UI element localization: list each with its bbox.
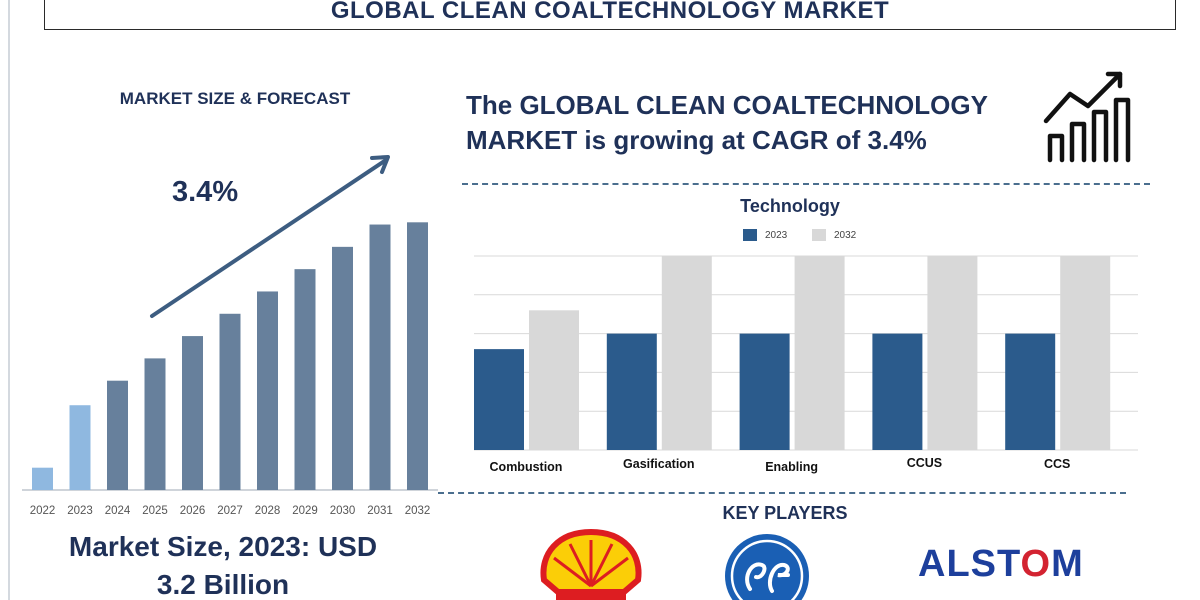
bar-2023 bbox=[69, 405, 91, 490]
market-size-text: Market Size, 2023: USD 3.2 Billion bbox=[18, 528, 428, 600]
left-divider bbox=[8, 0, 10, 600]
section-divider-top bbox=[462, 183, 1150, 185]
headline-line-1: The GLOBAL CLEAN COALTECHNOLOGY bbox=[466, 90, 988, 120]
bar-2024 bbox=[107, 380, 128, 490]
bar-enabling-2023 bbox=[739, 333, 790, 450]
market-size-line-2: 3.2 Billion bbox=[156, 569, 290, 600]
legend-swatch-2023 bbox=[743, 229, 757, 241]
ge-logo bbox=[725, 534, 809, 600]
technology-chart-title: Technology bbox=[740, 196, 840, 216]
headline-line-2: MARKET is growing at CAGR of 3.4% bbox=[466, 125, 927, 155]
bar-2030 bbox=[332, 246, 353, 490]
category-label-gasification: Gasification bbox=[623, 457, 695, 471]
bar-gasification-2023 bbox=[606, 333, 657, 450]
legend-item-2023: 2023 bbox=[743, 229, 787, 241]
shell-logo bbox=[540, 528, 642, 600]
bar-2022 bbox=[32, 467, 53, 490]
legend-item-2032: 2032 bbox=[812, 229, 856, 241]
growth-chart-icon bbox=[1043, 71, 1131, 163]
tick-label-2028: 2028 bbox=[255, 505, 281, 517]
category-label-ccs: CCS bbox=[1044, 457, 1070, 471]
bar-combustion-2023 bbox=[474, 349, 524, 450]
bar-2032 bbox=[407, 222, 428, 491]
legend-label-2032: 2032 bbox=[834, 229, 857, 241]
tick-label-2031: 2031 bbox=[367, 505, 393, 517]
section-divider-bottom bbox=[438, 492, 1126, 494]
key-players-title: KEY PLAYERS bbox=[722, 503, 848, 523]
bar-combustion-2032 bbox=[529, 310, 579, 450]
tick-label-2024: 2024 bbox=[105, 505, 131, 517]
market-forecast-chart: 2022 2023 2024 2025 2026 2027 2028 2029 2030 2031… bbox=[22, 155, 438, 517]
title-banner: GLOBAL CLEAN COALTECHNOLOGY MARKET bbox=[44, 0, 1176, 30]
technology-chart: Combustion Gasification Enabling CCUS CCS bbox=[474, 255, 1138, 474]
tick-label-2027: 2027 bbox=[217, 505, 243, 517]
bar-2029 bbox=[294, 269, 316, 490]
bar-ccus-2032 bbox=[927, 256, 978, 450]
trend-arrow-icon bbox=[150, 158, 388, 318]
bar-2027 bbox=[219, 313, 241, 490]
headline: The GLOBAL CLEAN COALTECHNOLOGY MARKET i… bbox=[466, 88, 1026, 158]
bar-enabling-2032 bbox=[794, 256, 845, 450]
bar-ccs-2023 bbox=[1005, 333, 1056, 450]
category-label-enabling: Enabling bbox=[765, 460, 818, 474]
trend-arrow-head-icon bbox=[370, 155, 390, 174]
tick-label-2026: 2026 bbox=[180, 505, 206, 517]
trend-arrow-icon bbox=[1043, 71, 1123, 124]
market-size-line-1: Market Size, 2023: USD bbox=[68, 531, 378, 562]
page-title: GLOBAL CLEAN COALTECHNOLOGY MARKET bbox=[330, 0, 890, 24]
category-label-combustion: Combustion bbox=[490, 460, 563, 474]
cagr-annotation: 3.4% bbox=[172, 176, 239, 208]
alstom-logo: ALSTOM bbox=[918, 543, 1084, 585]
tick-label-2023: 2023 bbox=[67, 505, 93, 517]
tick-label-2022: 2022 bbox=[30, 505, 56, 517]
forecast-label: MARKET SIZE & FORECAST bbox=[119, 89, 351, 108]
bar-2028 bbox=[257, 291, 278, 490]
legend-swatch-2032 bbox=[812, 229, 826, 241]
tick-label-2030: 2030 bbox=[330, 505, 356, 517]
category-label-ccus: CCUS bbox=[907, 456, 942, 470]
bar-gasification-2032 bbox=[661, 256, 712, 450]
bar-2031 bbox=[369, 224, 391, 490]
bar-2025 bbox=[144, 358, 166, 490]
bar-2026 bbox=[182, 336, 203, 490]
legend-label-2023: 2023 bbox=[765, 229, 788, 241]
bar-ccs-2032 bbox=[1060, 256, 1111, 450]
tick-label-2025: 2025 bbox=[142, 505, 168, 517]
bar-ccus-2023 bbox=[872, 333, 923, 450]
tick-label-2029: 2029 bbox=[292, 505, 318, 517]
tick-label-2032: 2032 bbox=[405, 505, 431, 517]
